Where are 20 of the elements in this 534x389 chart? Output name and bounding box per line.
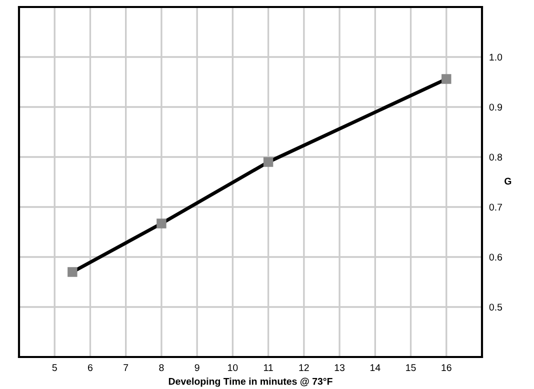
x-tick-label: 7: [124, 364, 128, 371]
x-tick-label: 6: [88, 364, 93, 372]
x-tick-label: 12: [299, 364, 309, 371]
x-tick-label: 15: [406, 364, 416, 372]
y-tick-label: 0.9: [489, 104, 502, 111]
x-tick-label: 8: [159, 364, 164, 372]
x-tick-label: 14: [370, 364, 380, 371]
x-tick-label: 16: [442, 364, 452, 372]
y-tick-label: 1.0: [490, 54, 502, 61]
x-tick-label: 10: [228, 364, 238, 372]
x-tick-label: 11: [264, 364, 273, 371]
y-axis-title: G: [504, 178, 512, 185]
y-tick-label: 0.6: [489, 254, 502, 261]
x-tick-label: 9: [194, 364, 200, 372]
x-tick-label: 5: [52, 364, 57, 372]
x-tick-label: 13: [334, 364, 345, 372]
x-axis-title: Developing Time in minutes @ 73°F: [168, 378, 332, 387]
y-tick-label: 0.5: [489, 304, 502, 311]
y-tick-label: 0.7: [489, 204, 502, 211]
y-tick-label: 0.8: [489, 154, 502, 161]
